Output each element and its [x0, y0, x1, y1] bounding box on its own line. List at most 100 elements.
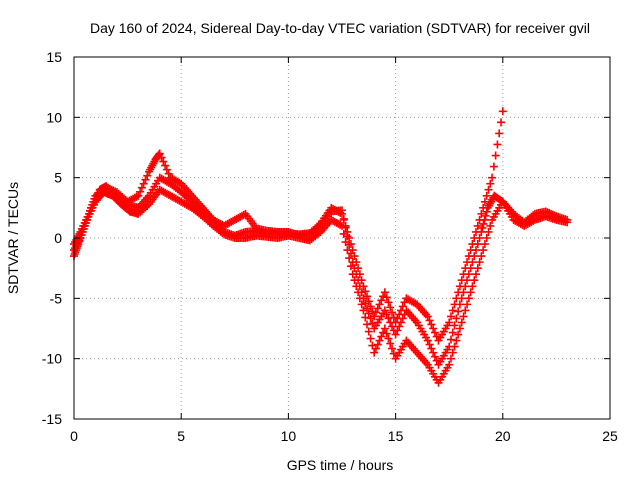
- data-point: [432, 356, 441, 365]
- data-point: [361, 313, 370, 322]
- data-point: [343, 227, 352, 236]
- data-point: [457, 318, 466, 327]
- data-point: [480, 197, 489, 206]
- data-point: [468, 282, 477, 291]
- data-point: [346, 240, 355, 249]
- data-point: [357, 276, 366, 285]
- data-point: [464, 252, 473, 261]
- data-point: [479, 219, 488, 228]
- data-point: [391, 330, 400, 339]
- data-point: [346, 262, 355, 271]
- data-point: [137, 183, 146, 192]
- data-point: [366, 302, 375, 311]
- data-point: [373, 304, 382, 313]
- data-point: [355, 270, 364, 279]
- data-point: [427, 320, 436, 329]
- data-point: [143, 171, 152, 180]
- series-track-c: [70, 107, 507, 345]
- data-point: [423, 336, 432, 345]
- data-point: [466, 288, 475, 297]
- data-point: [461, 306, 470, 315]
- data-point: [464, 294, 473, 303]
- data-point: [380, 324, 389, 333]
- data-point: [484, 227, 493, 236]
- data-point: [103, 184, 112, 193]
- data-point: [482, 191, 491, 200]
- data-point: [141, 175, 150, 184]
- data-point: [450, 321, 459, 330]
- data-point: [475, 258, 484, 267]
- data-point: [475, 215, 484, 224]
- data-point: [489, 162, 498, 171]
- data-point: [488, 173, 497, 182]
- data-point: [432, 332, 441, 341]
- data-point: [493, 140, 502, 149]
- data-point: [498, 107, 507, 116]
- series-track-a: [70, 173, 572, 369]
- axis-layer: 0 5 10 15 20 25 -15 -10 -5 0 5 10 15: [42, 49, 618, 444]
- data-point: [391, 318, 400, 327]
- data-point: [336, 208, 345, 217]
- data-point: [455, 282, 464, 291]
- data-point: [482, 207, 491, 216]
- data-point: [359, 306, 368, 315]
- data-point: [445, 360, 454, 369]
- data-point: [368, 307, 377, 316]
- data-point: [395, 310, 404, 319]
- data-point: [446, 335, 455, 344]
- data-point: [425, 340, 434, 349]
- data-point: [338, 209, 346, 218]
- data-point: [477, 209, 486, 218]
- data-point: [370, 348, 379, 357]
- grid-layer: [74, 57, 610, 419]
- y-tick-label: -10: [42, 351, 62, 367]
- data-point: [386, 303, 395, 312]
- x-tick-label: 25: [602, 428, 618, 444]
- data-point: [473, 221, 482, 230]
- data-point: [384, 334, 393, 343]
- data-point: [384, 314, 393, 323]
- data-point: [395, 322, 404, 331]
- data-point: [359, 282, 368, 291]
- data-point: [379, 292, 388, 301]
- data-point: [375, 336, 384, 345]
- data-point: [382, 310, 391, 319]
- data-point: [388, 308, 397, 317]
- data-point: [363, 320, 372, 329]
- data-point: [482, 234, 491, 242]
- data-point: [463, 300, 472, 309]
- data-point: [102, 183, 111, 192]
- data-point: [470, 234, 479, 242]
- y-tick-label: -5: [50, 290, 63, 306]
- data-point: [345, 254, 354, 263]
- data-point: [429, 324, 438, 333]
- x-tick-label: 5: [177, 428, 185, 444]
- data-point: [478, 223, 487, 232]
- data-point: [423, 312, 432, 321]
- data-point: [345, 234, 354, 242]
- data-point: [363, 292, 372, 301]
- data-point: [357, 300, 366, 309]
- data-point: [348, 246, 357, 255]
- data-point: [132, 192, 141, 201]
- data-point: [497, 118, 506, 127]
- data-point: [155, 149, 164, 158]
- y-tick-label: 5: [54, 170, 62, 186]
- data-point: [143, 201, 152, 210]
- data-point: [366, 334, 375, 343]
- data-point: [161, 161, 170, 170]
- data-point: [529, 216, 538, 225]
- data-point: [450, 342, 459, 351]
- data-point: [472, 227, 480, 236]
- data-point: [162, 165, 171, 174]
- data-point: [375, 300, 384, 309]
- y-tick-label: -15: [42, 411, 62, 427]
- data-point: [107, 185, 116, 194]
- data-point: [486, 221, 495, 230]
- data-point: [466, 246, 475, 255]
- data-point: [463, 258, 472, 267]
- data-point: [455, 324, 464, 333]
- data-point: [352, 282, 361, 291]
- data-point: [388, 344, 397, 353]
